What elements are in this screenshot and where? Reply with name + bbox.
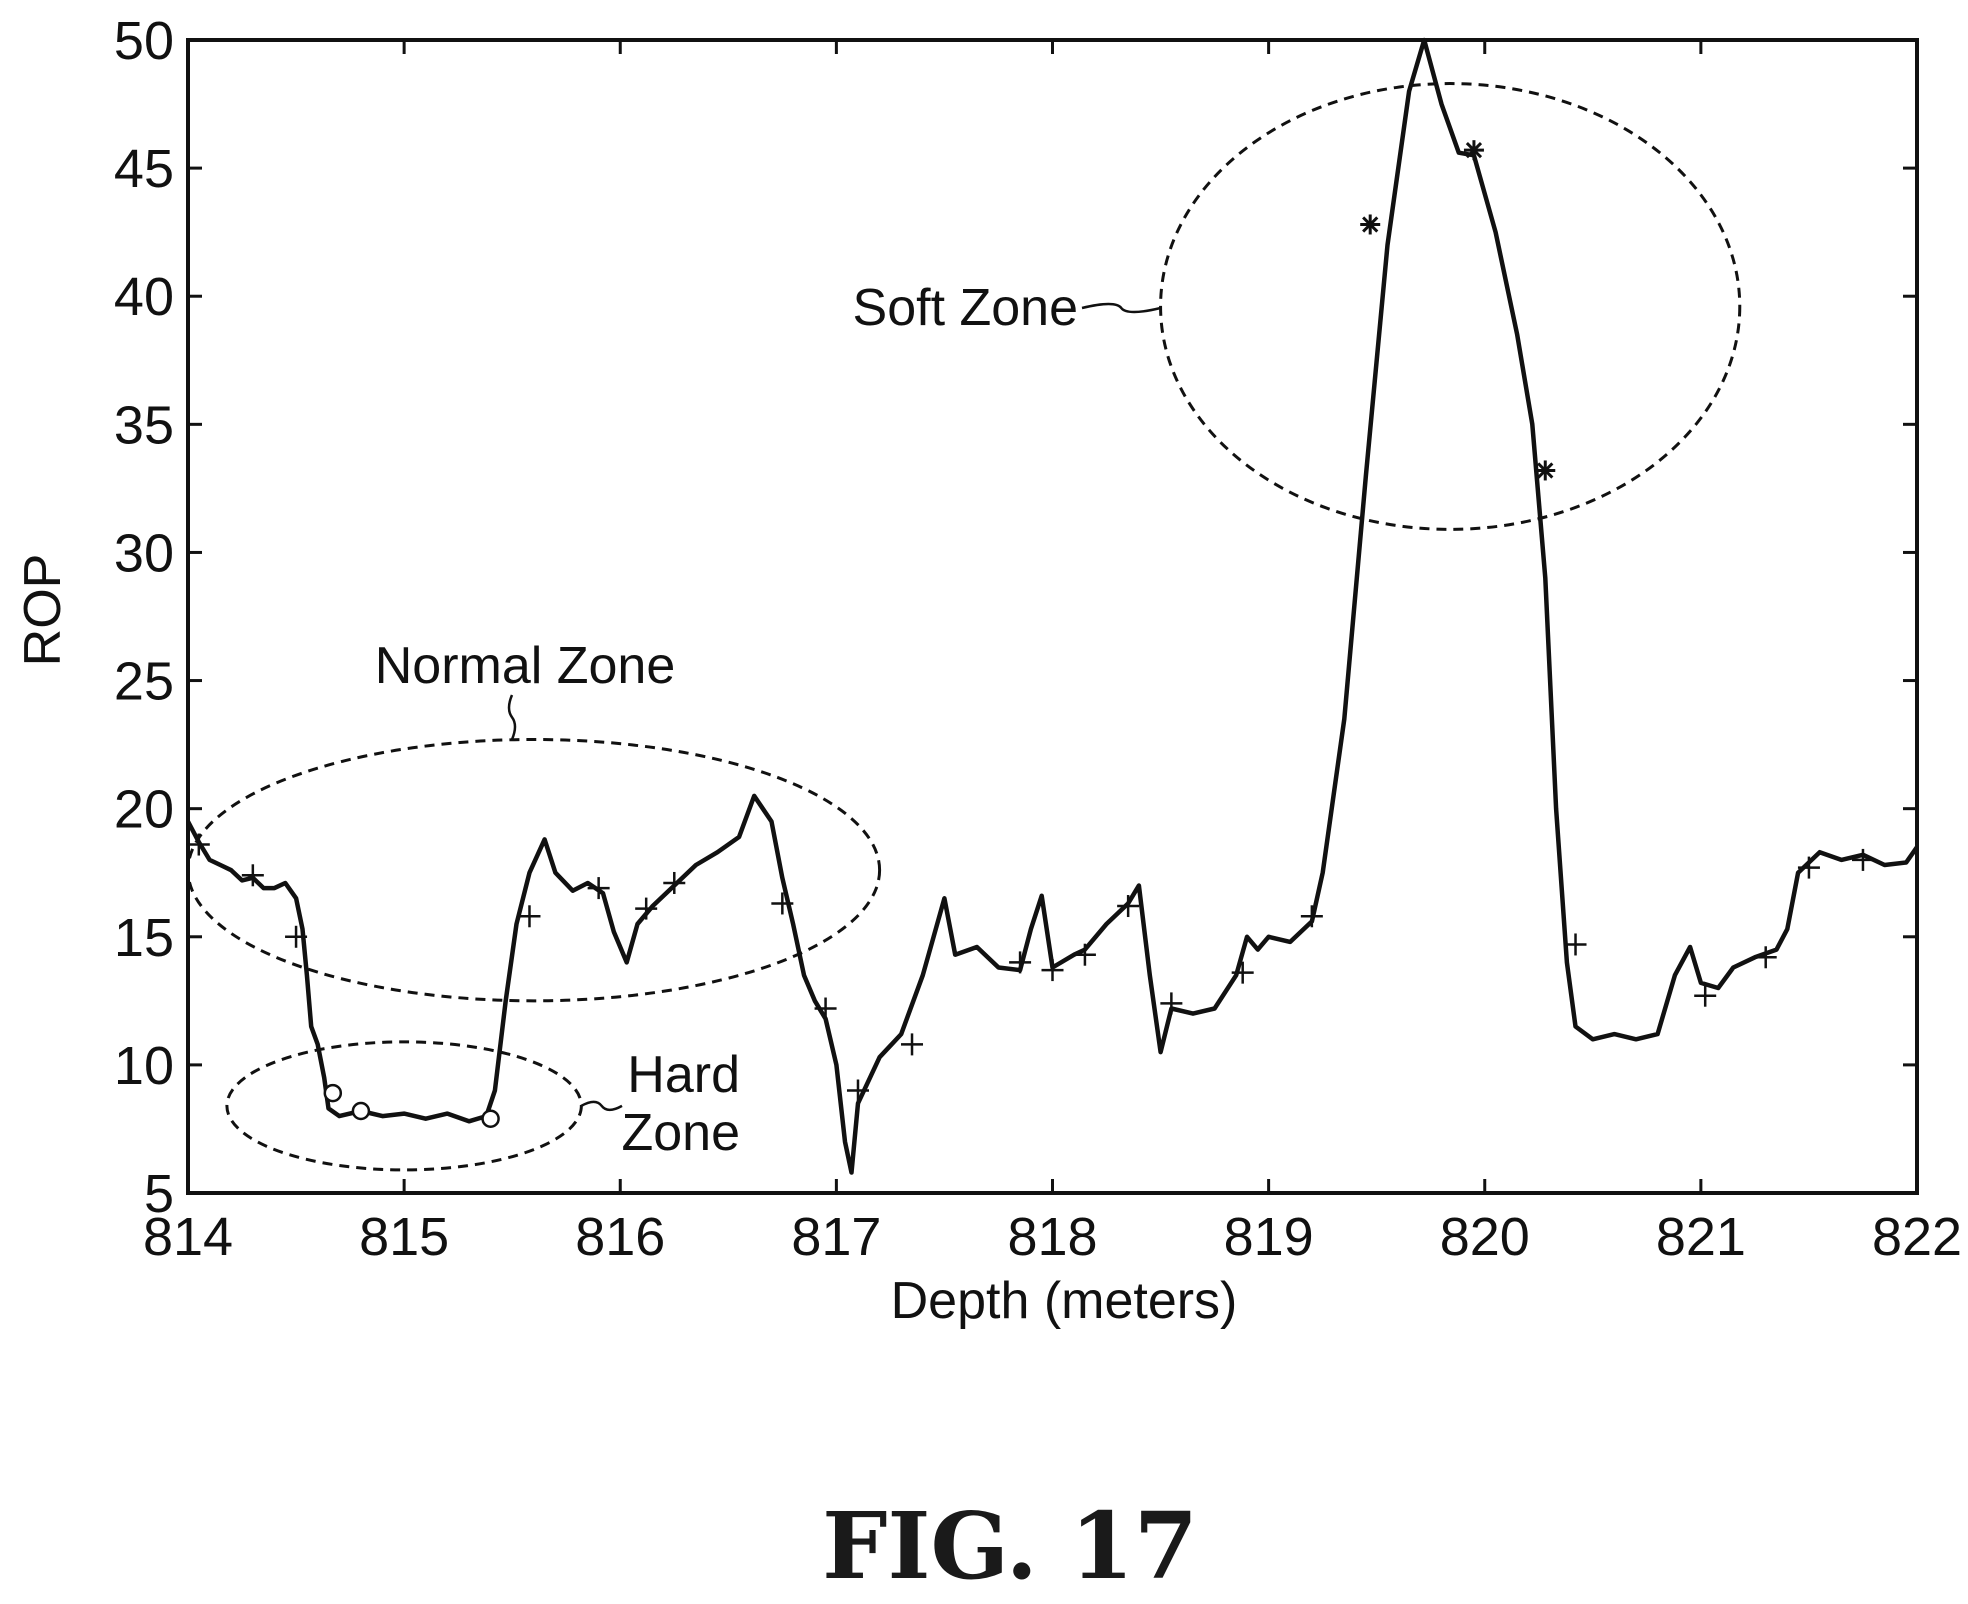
x-tick-label: 819 — [1224, 1207, 1314, 1267]
plus-marker — [587, 877, 610, 900]
circle-marker — [323, 1083, 343, 1103]
soft-zone-leader — [1081, 302, 1161, 314]
x-axis-label: Depth (meters) — [891, 1272, 1238, 1330]
x-tick-label: 814 — [143, 1207, 233, 1267]
plus-marker — [1300, 905, 1323, 928]
zone-ellipses — [186, 82, 1742, 1172]
zone-ellipse-1 — [186, 737, 882, 1003]
plus-marker — [1117, 895, 1140, 918]
plus-marker — [901, 1033, 924, 1056]
plus-marker — [1851, 848, 1874, 871]
plus-marker — [663, 871, 686, 894]
y-tick-label: 35 — [114, 395, 174, 455]
plus-marker — [1160, 992, 1183, 1015]
plus-marker — [285, 925, 308, 948]
plus-marker — [635, 897, 658, 920]
y-axis-label: ROP — [14, 554, 72, 667]
y-tick-label: 40 — [114, 267, 174, 327]
x-tick-label: 817 — [791, 1207, 881, 1267]
x-tick-label: 816 — [575, 1207, 665, 1267]
data-markers — [187, 140, 1874, 1128]
y-tick-label: 30 — [114, 523, 174, 583]
axis-ticks — [186, 38, 1919, 1195]
plus-marker — [1564, 933, 1587, 956]
x-tick-label: 815 — [359, 1207, 449, 1267]
plus-marker — [518, 905, 541, 928]
hard-zone-leader — [580, 1100, 623, 1112]
plus-marker — [1009, 951, 1032, 974]
circle-marker — [351, 1101, 371, 1121]
plus-marker — [1231, 961, 1254, 984]
y-tick-label: 50 — [114, 11, 174, 71]
soft-zone-label: Soft Zone — [853, 279, 1078, 337]
y-tick-label: 5 — [144, 1164, 174, 1224]
rop-series-line — [186, 37, 1919, 1175]
figure-caption: FIG. 17 — [822, 1492, 1198, 1600]
plus-marker — [1041, 959, 1064, 982]
hard-zone-label-line1: Hard — [627, 1046, 740, 1104]
plus-marker — [1754, 946, 1777, 969]
x-tick-label: 820 — [1440, 1207, 1530, 1267]
plus-marker — [814, 997, 837, 1020]
normal-zone-label: Normal Zone — [375, 637, 676, 695]
plot-area — [186, 37, 1919, 1195]
y-tick-label: 45 — [114, 139, 174, 199]
x-tick-label: 818 — [1007, 1207, 1097, 1267]
normal-zone-leader — [507, 694, 517, 740]
y-tick-label: 20 — [114, 780, 174, 840]
zone-ellipse-0 — [1159, 82, 1742, 531]
plus-marker — [187, 833, 210, 856]
y-tick-label: 10 — [114, 1036, 174, 1096]
hard-zone-label-line2: Zone — [621, 1104, 740, 1162]
x-tick-label: 822 — [1872, 1207, 1962, 1267]
asterisk-marker — [1360, 214, 1381, 235]
plus-marker — [771, 892, 794, 915]
plus-marker — [241, 864, 264, 887]
asterisk-marker — [1535, 460, 1556, 481]
x-tick-label: 821 — [1656, 1207, 1746, 1267]
plus-marker — [846, 1079, 869, 1102]
plot-frame — [186, 38, 1919, 1195]
axis-tick-labels: 814 815 816 817 818 819 820 821 822 5 10 15 20 25 30 35… — [114, 11, 1962, 1267]
plus-marker — [1694, 984, 1717, 1007]
circle-marker — [481, 1109, 500, 1128]
plus-marker — [1073, 943, 1096, 966]
zone-ellipse-2 — [225, 1040, 583, 1172]
y-tick-label: 15 — [114, 908, 174, 968]
asterisk-marker — [1463, 140, 1484, 161]
y-tick-label: 25 — [114, 652, 174, 712]
plus-marker — [1797, 856, 1820, 879]
